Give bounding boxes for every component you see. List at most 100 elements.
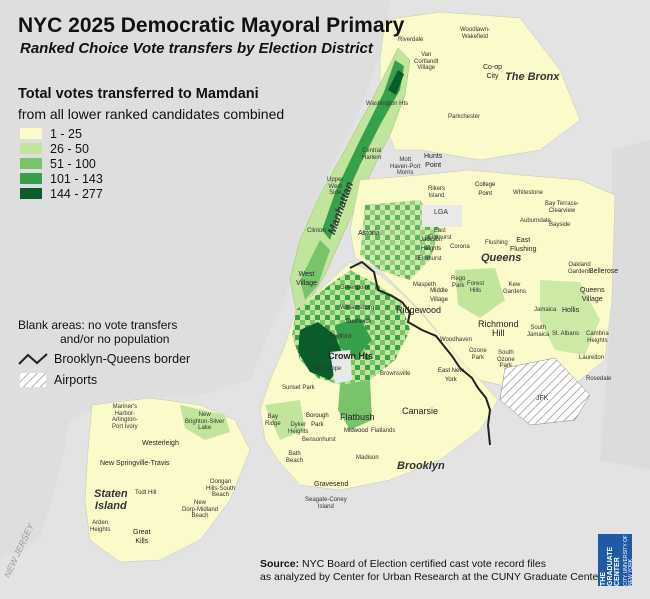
legend-item: 51 - 100 <box>20 156 103 171</box>
area-label-small: Parkchester <box>448 114 481 120</box>
area-label-small: Cambria Heights <box>586 331 609 344</box>
area-label-small: Park Slope <box>312 366 342 372</box>
area-label-small: Maspeth <box>413 282 437 288</box>
area-label-small: Bensonhurst <box>302 437 336 443</box>
lga-airport <box>422 205 462 227</box>
area-label-small: Bedford <box>330 334 352 340</box>
area-label-small: New Brighton-Silver Lake <box>185 412 225 431</box>
area-label: Bellerose <box>589 268 619 275</box>
area-label: Hunts Point <box>424 153 443 169</box>
area-label-small: Mott Haven-Port Morris <box>390 157 421 176</box>
area-label-small: Rikers Island <box>428 186 446 199</box>
area-label: Middle Village <box>430 288 448 303</box>
area-label: Jackson Heights <box>420 237 443 252</box>
jfk-airport <box>499 357 591 426</box>
legend-swatch <box>20 158 42 169</box>
area-label-small: Oongan Hills-South Beach <box>206 479 236 498</box>
hatch-icon <box>20 373 46 387</box>
area-label: Co-op City <box>483 64 503 80</box>
area-label: College Point <box>475 182 496 197</box>
area-label-small: Central Harlem <box>362 148 382 161</box>
border-line-icon <box>18 353 48 365</box>
borough-label-brooklyn: Brooklyn <box>397 460 445 472</box>
legend-swatch <box>20 143 42 154</box>
area-label-small: Corona <box>450 244 470 250</box>
map-subtitle: Ranked Choice Vote transfers by Election… <box>20 40 373 57</box>
area-label: West Village <box>296 271 317 287</box>
area-label-small: Brownsville <box>380 371 411 377</box>
manhattan-dark <box>322 60 404 240</box>
area-label-small: New Dorp-Midland Beach <box>182 500 219 519</box>
area-label-small: South Jamaica <box>527 325 550 338</box>
area-label: Ridgewood <box>396 305 442 315</box>
area-label: Great Kills <box>133 529 151 545</box>
area-label-small: South Ozone Park <box>497 350 515 369</box>
area-label: Bushwick <box>346 319 372 325</box>
area-label: Canarsie <box>402 406 439 416</box>
area-label-small: Laurelton <box>579 355 605 361</box>
legend-item: 1 - 25 <box>20 126 103 141</box>
legend: 1 - 25 26 - 50 51 - 100 101 - 143 144 - … <box>20 126 103 201</box>
area-label-small: Bath Beach <box>286 451 304 464</box>
area-label-small: Oakland Gardens <box>568 262 592 275</box>
area-label: Queens Village <box>580 287 605 303</box>
airports-legend: Airports <box>20 373 97 387</box>
logo-line-1: THE GRADUATE CENTER <box>600 546 621 586</box>
legend-label: 51 - 100 <box>50 156 96 171</box>
area-label: Crown Hts <box>328 351 373 361</box>
area-label-small: Bayside <box>549 222 571 228</box>
legend-swatch <box>20 188 42 199</box>
area-label: Flatbush <box>340 412 375 422</box>
blank-note-line-1: Blank areas: no vote transfers <box>18 318 178 332</box>
area-label-small: Clinton <box>307 228 326 234</box>
area-label: East Flushing <box>510 237 537 253</box>
area-label-small: Woodhaven <box>440 337 472 343</box>
source-line-2: as analyzed by Center for Urban Research… <box>260 571 605 583</box>
area-label: Astoria <box>358 230 380 237</box>
area-label-small: Ozone Park <box>469 348 487 361</box>
area-label-small: Todt Hill <box>135 490 157 496</box>
manhattan-darkest <box>388 70 404 95</box>
area-label-small: Flatlands <box>371 428 396 434</box>
borough-label-bronx: The Bronx <box>505 71 560 83</box>
area-label: Hollis <box>562 307 580 314</box>
staten-island-land <box>84 397 251 563</box>
area-label-small: Upper West Side <box>327 177 344 196</box>
legend-item: 26 - 50 <box>20 141 103 156</box>
brooklyn-green-south <box>265 400 305 440</box>
area-label-small: Bay Ridge <box>265 414 281 427</box>
area-label-small: Williamsburg <box>340 305 375 311</box>
source-note: Source: NYC Board of Election certified … <box>260 558 604 584</box>
legend-item: 144 - 277 <box>20 186 103 201</box>
legend-subtitle: from all lower ranked candidates combine… <box>18 106 285 122</box>
legend-label: 26 - 50 <box>50 141 89 156</box>
border-legend: Brooklyn-Queens border <box>18 352 190 366</box>
airports-legend-label: Airports <box>54 373 98 387</box>
legend-label: 144 - 277 <box>50 186 103 201</box>
borough-label-queens: Queens <box>481 252 522 264</box>
area-label-small: Dyker Heights <box>288 422 309 435</box>
staten-island-green <box>180 405 230 440</box>
queens-green-west <box>360 200 440 280</box>
area-label-small: Washington Hts <box>366 101 409 107</box>
area-label-small: Elmhurst <box>418 256 442 262</box>
area-label-small: Forest Hills <box>467 281 485 294</box>
area-label: Richmond Hill <box>478 319 519 338</box>
area-label-small: JFK <box>536 395 549 402</box>
area-label-small: Riverdale <box>398 37 424 43</box>
area-label-small: Sunset Park <box>282 385 315 391</box>
borough-label-staten-island: Staten Island <box>94 488 128 512</box>
brooklyn-dark-2 <box>335 318 372 358</box>
area-label-small: LGA <box>434 209 449 216</box>
legend-item: 101 - 143 <box>20 171 103 186</box>
legend-label: 1 - 25 <box>50 126 82 141</box>
brooklyn-green-flatbush <box>338 380 372 430</box>
prospect-park <box>330 350 352 384</box>
area-label-small: Kew Gardens <box>503 282 527 295</box>
area-label: Westerleigh <box>142 440 179 447</box>
border-legend-label: Brooklyn-Queens border <box>54 352 191 366</box>
area-label-small: Seagate-Coney Island <box>305 497 347 510</box>
area-label-small: Whitestone <box>513 190 544 196</box>
area-label-small: Flushing <box>485 240 508 246</box>
